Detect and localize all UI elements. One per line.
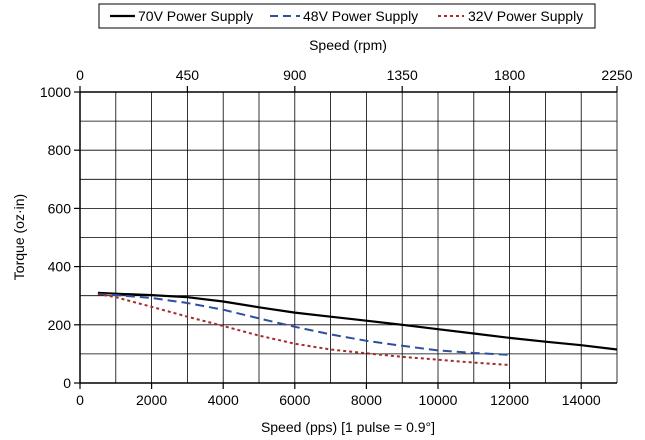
x-axis-title: Speed (pps) [1 pulse = 0.9°]	[261, 419, 435, 435]
x-tick-label: 6000	[279, 392, 310, 408]
x-tick-label: 12000	[490, 392, 529, 408]
y-tick-label: 800	[48, 142, 72, 158]
legend-label-32v: 32V Power Supply	[468, 8, 583, 24]
y-tick-label: 200	[48, 317, 72, 333]
top-tick-label: 2250	[601, 67, 632, 83]
top-tick-label: 1350	[387, 67, 418, 83]
x-tick-label: 2000	[136, 392, 167, 408]
x-tick-label: 14000	[562, 392, 601, 408]
top-tick-label: 900	[283, 67, 307, 83]
series-line-48v	[97, 293, 510, 356]
y-tick-label: 0	[63, 375, 71, 391]
series-group	[97, 291, 618, 366]
y-tick-label: 1000	[40, 84, 71, 100]
y-axis-title: Torque (oz·in)	[11, 194, 27, 280]
top-tick-label: 0	[76, 67, 84, 83]
grid	[79, 91, 618, 384]
x-tick-label: 8000	[351, 392, 382, 408]
y-tick-label: 600	[48, 200, 72, 216]
legend-box	[98, 3, 596, 29]
series-line-70v	[97, 291, 618, 351]
top-tick-label: 1800	[494, 67, 525, 83]
axes	[74, 86, 618, 389]
legend-label-70v: 70V Power Supply	[138, 8, 253, 24]
x-tick-label: 4000	[208, 392, 239, 408]
x-tick-label: 10000	[419, 392, 458, 408]
x-tick-label: 0	[76, 392, 84, 408]
top-axis-title: Speed (rpm)	[309, 37, 387, 53]
legend-label-48v: 48V Power Supply	[303, 8, 418, 24]
series-line-32v	[97, 293, 510, 366]
y-tick-label: 400	[48, 259, 72, 275]
legend: 70V Power Supply 48V Power Supply 32V Po…	[98, 3, 596, 29]
top-tick-label: 450	[176, 67, 200, 83]
